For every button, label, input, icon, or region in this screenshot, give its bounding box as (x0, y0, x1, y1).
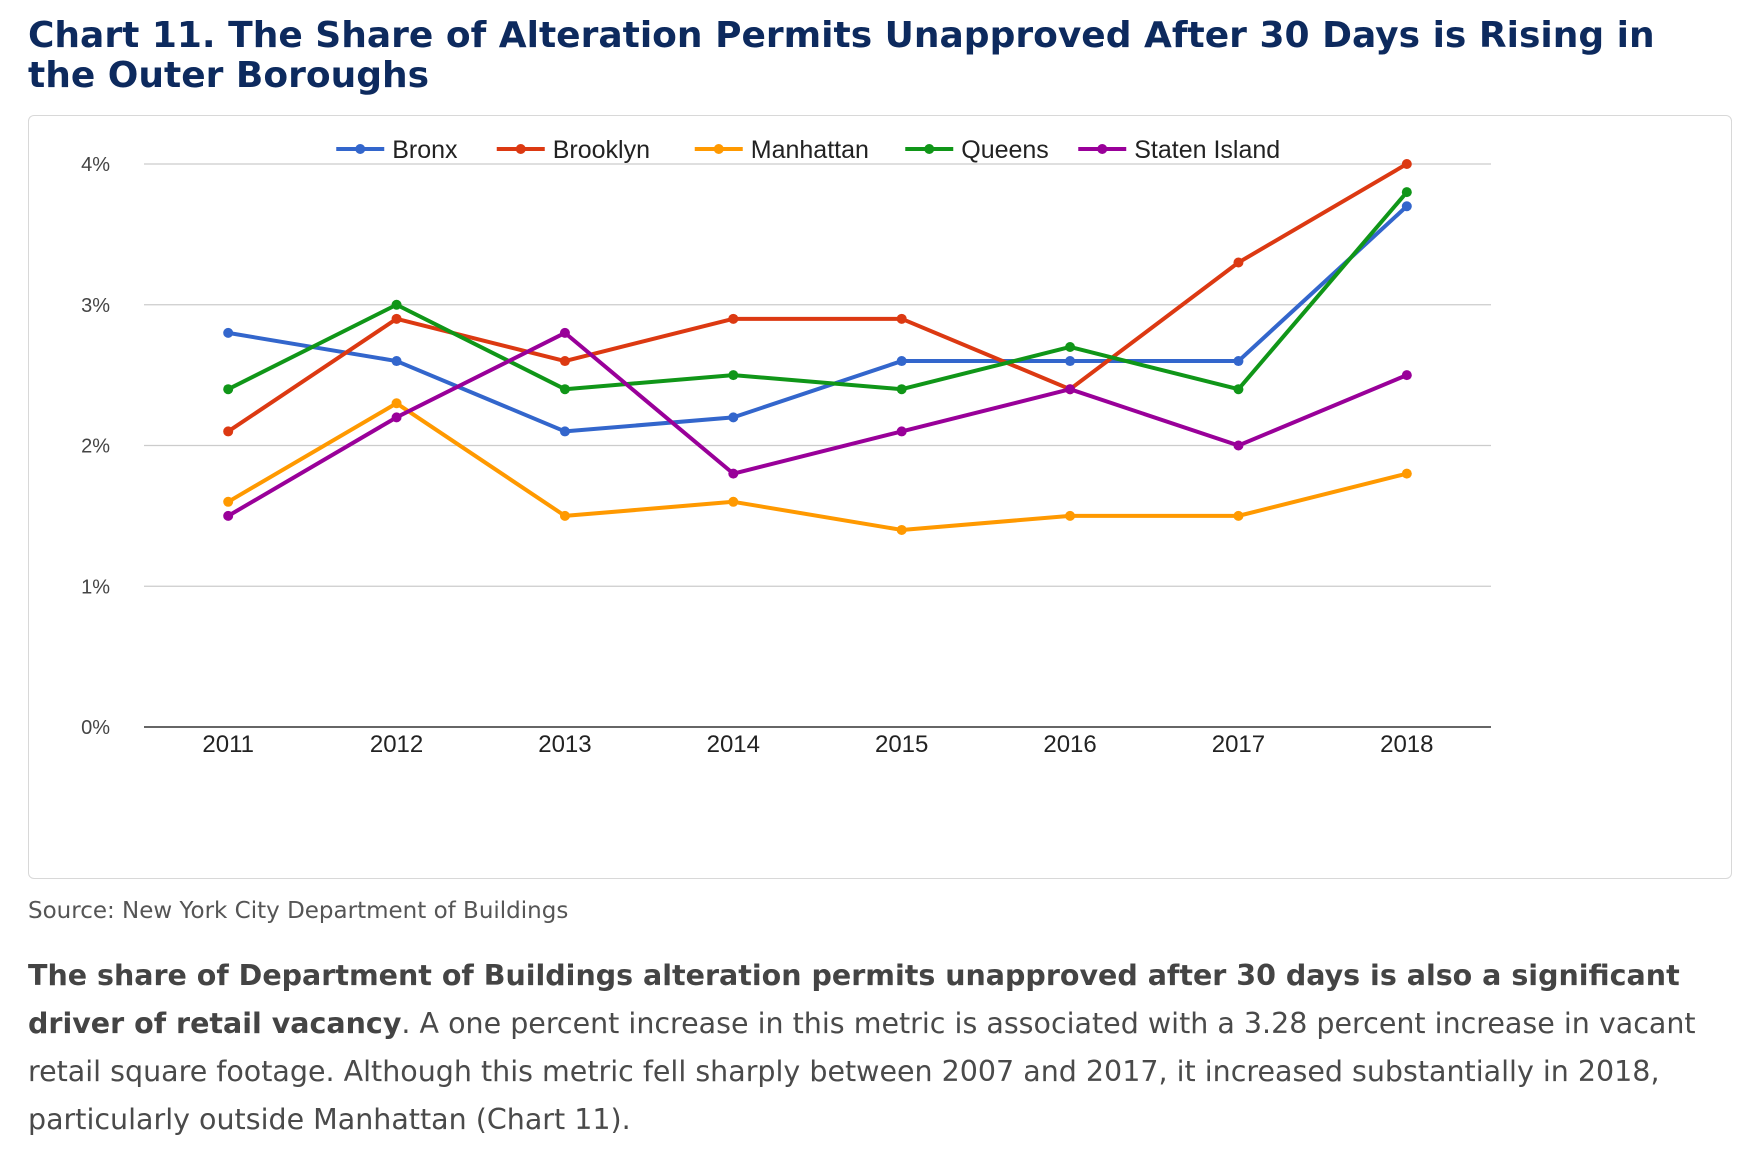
legend-item-brooklyn: Brooklyn (496, 136, 650, 164)
x-tick-label: 2016 (1043, 731, 1096, 758)
series-brooklyn (223, 159, 1412, 437)
x-tick-label: 2017 (1212, 731, 1265, 758)
data-point-staten-island (223, 510, 234, 521)
data-point-manhattan (1401, 468, 1412, 479)
legend-label: Manhattan (751, 136, 869, 164)
legend-item-manhattan: Manhattan (694, 136, 869, 164)
legend-item-staten-island: Staten Island (1078, 136, 1280, 164)
legend-swatch-dot (1097, 144, 1108, 154)
x-tick-label: 2012 (370, 731, 423, 758)
series-queens (223, 187, 1412, 395)
chart-title: Chart 11. The Share of Alteration Permit… (28, 15, 1655, 96)
data-point-staten-island (1401, 370, 1412, 381)
data-point-queens (223, 384, 234, 395)
data-point-brooklyn (223, 426, 234, 437)
data-point-brooklyn (391, 313, 402, 324)
data-point-queens (896, 384, 907, 395)
data-point-brooklyn (728, 313, 739, 324)
legend-label: Bronx (392, 136, 458, 164)
body-rest: . A one percent increase in this metric … (28, 1007, 1696, 1136)
data-point-manhattan (896, 524, 907, 535)
data-point-staten-island (391, 412, 402, 423)
data-point-queens (559, 384, 570, 395)
data-point-queens (1233, 384, 1244, 395)
data-point-manhattan (1233, 510, 1244, 521)
data-point-brooklyn (559, 356, 570, 367)
legend-label: Brooklyn (553, 136, 650, 164)
legend-item-queens: Queens (905, 136, 1049, 164)
data-point-staten-island (1233, 440, 1244, 451)
data-point-staten-island (1065, 384, 1076, 395)
data-point-staten-island (896, 426, 907, 437)
legend-swatch-dot (515, 144, 526, 154)
source-note: Source: New York City Department of Buil… (28, 898, 569, 924)
data-point-brooklyn (1401, 159, 1412, 169)
legend-label: Staten Island (1134, 136, 1280, 164)
data-point-manhattan (559, 510, 570, 521)
x-tick-label: 2011 (202, 731, 254, 758)
series-staten-island (223, 327, 1412, 521)
data-point-manhattan (1065, 510, 1076, 521)
body-paragraph: The share of Department of Buildings alt… (28, 952, 1728, 1144)
x-tick-label: 2015 (875, 731, 928, 758)
data-point-queens (391, 299, 402, 310)
series-line-bronx (226, 204, 1409, 434)
data-point-bronx (1065, 356, 1076, 367)
data-point-staten-island (559, 327, 570, 338)
x-tick-label: 2018 (1380, 731, 1433, 758)
data-point-queens (728, 370, 739, 381)
legend-swatch-dot (355, 144, 366, 154)
series-line-staten-island (226, 330, 1409, 518)
x-tick-label: 2014 (707, 731, 760, 758)
data-point-bronx (1233, 356, 1244, 367)
body-bold-lead: The share of Department of Buildings alt… (28, 959, 1680, 1040)
data-point-bronx (728, 412, 739, 423)
series-line-queens (226, 190, 1409, 392)
gridlines (144, 163, 1491, 587)
y-tick-label: 2% (81, 436, 110, 458)
series-lines (223, 159, 1412, 535)
series-line-brooklyn (226, 162, 1409, 434)
data-point-bronx (223, 327, 234, 338)
series-bronx (223, 201, 1412, 437)
x-tick-label: 2013 (538, 731, 591, 758)
y-tick-label: 0% (81, 717, 110, 739)
data-point-staten-island (728, 468, 739, 479)
data-point-brooklyn (896, 313, 907, 324)
legend: Bronx Brooklyn Manhattan Queens Staten Islan… (336, 136, 1280, 164)
series-manhattan (223, 398, 1412, 535)
data-point-brooklyn (1233, 257, 1244, 268)
chart-frame: 0% 1% 2% 3% 4% 2011 2012 2013 2014 2015 2016 2017 20… (28, 115, 1732, 879)
legend-item-bronx: Bronx (336, 136, 458, 164)
data-point-bronx (391, 356, 402, 367)
axes: 0% 1% 2% 3% 4% 2011 2012 2013 2014 2015 2016 2017 20… (81, 154, 1491, 758)
legend-swatch-dot (924, 144, 935, 154)
line-chart: 0% 1% 2% 3% 4% 2011 2012 2013 2014 2015 2016 2017 20… (81, 136, 1491, 758)
y-tick-label: 3% (81, 295, 110, 317)
data-point-manhattan (223, 496, 234, 507)
data-point-bronx (1401, 201, 1412, 212)
legend-label: Queens (961, 136, 1049, 164)
series-line-manhattan (226, 401, 1409, 532)
data-point-queens (1065, 341, 1076, 352)
data-point-queens (1401, 187, 1412, 198)
data-point-bronx (559, 426, 570, 437)
data-point-bronx (896, 356, 907, 367)
y-tick-label: 4% (81, 154, 110, 176)
legend-swatch-dot (713, 144, 724, 154)
data-point-manhattan (391, 398, 402, 409)
data-point-manhattan (728, 496, 739, 507)
y-tick-label: 1% (81, 576, 110, 598)
